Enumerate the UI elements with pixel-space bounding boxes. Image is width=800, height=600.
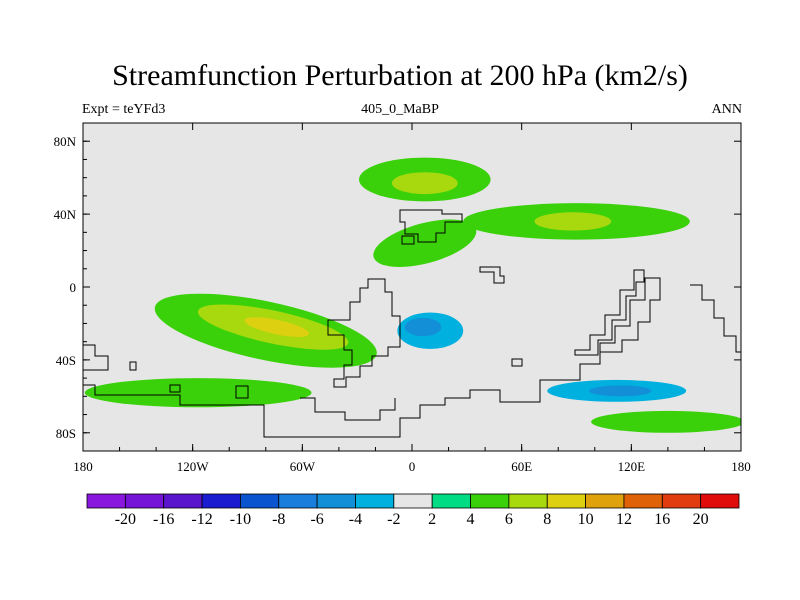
region-indian-high [503,249,642,314]
x-tick-label: 180 [73,459,93,474]
colorbar-bin [585,493,625,509]
coastline-island-3 [169,384,181,393]
coastline-antarctica [83,352,601,438]
colorbar-bin [508,493,548,509]
figure-title: Streamfunction Perturbation at 200 hPa (… [112,59,688,92]
run-label: 405_0_MaBP [361,102,439,117]
colorbar-label: -4 [349,511,362,528]
contour-regions [83,155,741,433]
experiment-label: Expt = teYFd3 [82,102,166,117]
colorbar-bin [661,493,702,509]
x-tick-label: 60W [290,459,316,474]
x-tick-label: 180 [731,459,751,474]
coastline-indonesia-2 [574,269,645,356]
region-s-ocean-low [591,410,741,433]
colorbar-label: 4 [467,511,475,528]
region-n-pacific-core [391,172,458,195]
colorbar-label: 10 [578,511,594,528]
coastline-africa-coast [479,266,505,284]
season-label: ANN [711,102,742,117]
region-ne-pacific-high [545,155,741,207]
y-tick-label: 40N [54,207,77,222]
region-n-asia-core [534,212,612,231]
colorbar: -20 -16 -12 -10 -8 -6 -4 -2 2 4 6 8 10 12 16 20 [86,493,740,528]
region-n-atlantic-low [373,219,477,267]
coastline-europe-island [401,235,415,245]
colorbar-bin [431,493,471,509]
coastline-australia [690,284,741,353]
x-tick-label: 60E [511,459,532,474]
y-tick-label: 0 [70,280,77,295]
coastline-indonesia [599,277,661,353]
region-s-atlantic-core [404,317,442,337]
colorbar-bin [700,493,740,509]
colorbar-bin [163,493,203,509]
x-tick-label: 120E [618,459,646,474]
colorbar-bin [86,493,126,509]
colorbar-label: 8 [543,511,551,528]
colorbar-label: -2 [387,511,400,528]
coastline-nz [129,361,137,371]
coastline-west [83,344,109,371]
region-sw-pacific-high [700,316,741,357]
region-s-indian-core [589,385,652,397]
colorbar-label: -20 [115,511,136,528]
colorbar-bin [470,493,510,509]
x-tick-label: 0 [409,459,416,474]
colorbar-label: 2 [428,511,436,528]
map-axes: 180 120W 60W 0 60E 120E 180 80N 40N 0 40S 80S [54,122,751,474]
coastline-south-america [327,278,401,388]
coastline-antarctic-peninsula [300,397,396,421]
colorbar-bin [201,493,241,509]
colorbar-label: 12 [616,511,632,528]
colorbar-bin [240,493,280,509]
colorbar-label: 16 [654,511,670,528]
region-se-pacific-high [83,316,111,368]
colorbar-bin [316,493,356,509]
y-tick-label: 80N [54,134,77,149]
colorbar-label: -10 [230,511,251,528]
colorbar-bin [546,493,586,509]
colorbar-bin [278,493,318,509]
coastline-europe [399,209,463,243]
coastline-island-2 [511,358,523,367]
colorbar-label: -12 [191,511,212,528]
colorbar-label: -6 [310,511,323,528]
coastlines [83,209,741,438]
region-s-pacific-low [84,378,312,408]
colorbar-bin [355,493,395,509]
colorbar-label: 6 [505,511,513,528]
colorbar-label: 20 [693,511,709,528]
region-s-ocean-high [443,409,480,424]
y-tick-label: 80S [56,426,76,441]
region-s-america-core [244,317,309,337]
coastline-island-1 [235,385,249,399]
y-tick-label: 40S [56,353,76,368]
colorbar-label: -8 [272,511,285,528]
region-n-america-high [92,212,367,246]
colorbar-bin [623,493,663,509]
colorbar-bin [124,493,165,509]
colorbar-label: -16 [153,511,174,528]
colorbar-bin [393,493,433,509]
x-tick-label: 120W [177,459,210,474]
